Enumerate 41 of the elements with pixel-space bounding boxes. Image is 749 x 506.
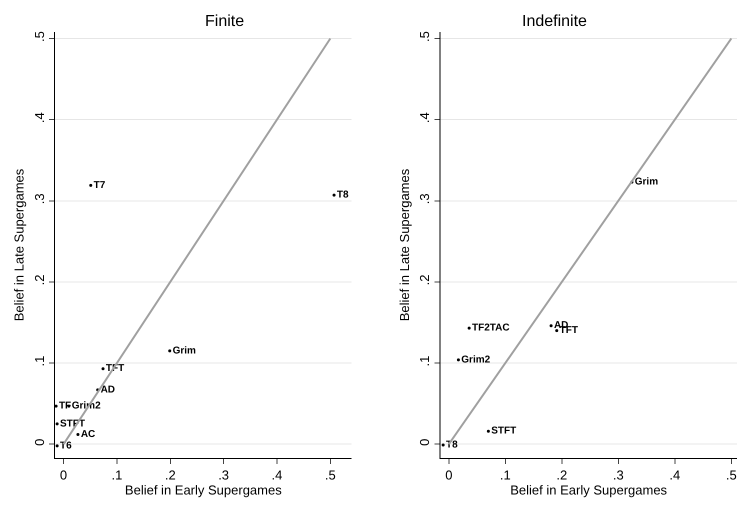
data-label: T7: [94, 180, 106, 191]
x-axis-title: Belief in Early Supergames: [510, 482, 668, 498]
data-label: STFT: [491, 426, 516, 437]
x-tick-label: .2: [556, 468, 568, 483]
y-tick-label: .2: [417, 274, 432, 286]
x-tick-label: .3: [612, 468, 624, 483]
data-label: Grim2: [461, 354, 491, 366]
data-label: TF2TAC: [472, 322, 510, 334]
data-label: Grim2: [72, 400, 102, 412]
data-label: AC: [80, 428, 96, 440]
x-tick-label: 0: [60, 468, 68, 483]
y-tick-label: .1: [417, 356, 432, 367]
y-tick-label: .5: [32, 31, 47, 42]
x-tick-label: .3: [218, 468, 230, 483]
x-tick-label: .1: [500, 468, 511, 483]
x-tick-label: .4: [669, 468, 680, 483]
y-axis-title: Belief in Late Supergames: [12, 168, 27, 322]
chart-title: Indefinite: [522, 13, 588, 30]
data-label: Grim: [634, 176, 658, 188]
x-tick-label: .4: [272, 468, 282, 483]
y-tick-label: .3: [417, 193, 432, 204]
x-tick-label: .5: [324, 468, 336, 483]
y-axis-title: Belief in Late Supergames: [397, 168, 412, 322]
y-tick-label: .2: [32, 274, 47, 286]
x-tick-label: 0: [445, 468, 452, 483]
data-label: STFT: [60, 418, 86, 430]
y-tick-label: .4: [417, 112, 432, 124]
data-label: AD: [100, 384, 116, 396]
y-tick-label: .4: [32, 112, 47, 124]
y-tick-label: .5: [417, 31, 432, 42]
y-tick-label: 0: [32, 438, 47, 446]
x-tick-label: .2: [164, 468, 176, 483]
x-tick-label: .1: [111, 468, 122, 483]
chart-title: Finite: [205, 13, 244, 30]
data-label: Grim: [172, 345, 196, 356]
x-tick-label: .5: [726, 468, 737, 483]
y-tick-label: .1: [32, 356, 47, 367]
y-tick-label: 0: [417, 438, 432, 446]
x-axis-title: Belief in Early Supergames: [124, 482, 282, 498]
data-label: T8: [336, 190, 350, 201]
y-tick-label: .3: [32, 193, 47, 204]
